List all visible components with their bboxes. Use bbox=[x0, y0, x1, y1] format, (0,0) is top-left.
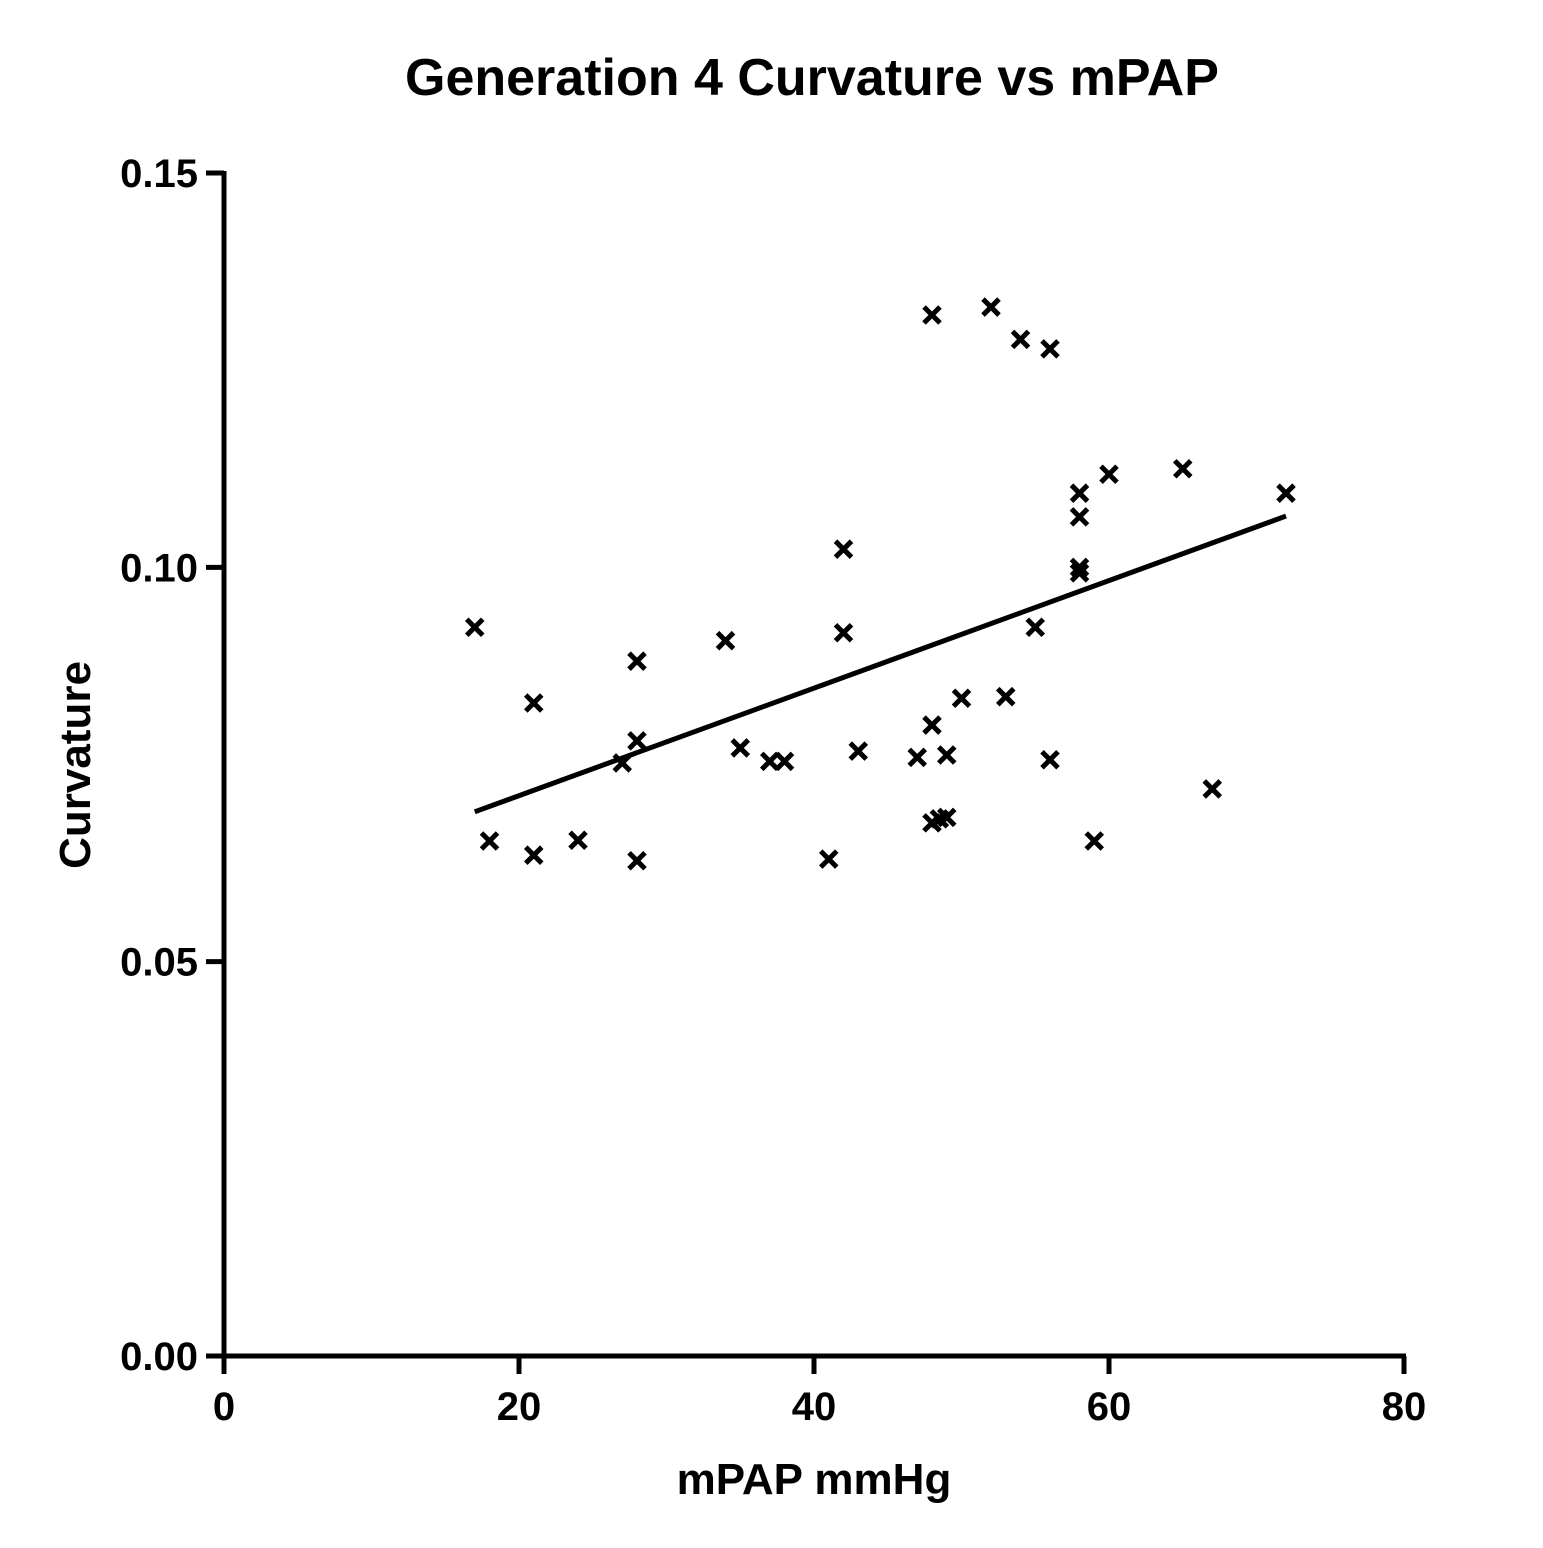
x-marker bbox=[627, 731, 647, 751]
data-point bbox=[759, 751, 780, 772]
x-marker bbox=[715, 630, 736, 651]
x-marker bbox=[1069, 557, 1090, 578]
data-point bbox=[936, 745, 957, 765]
data-point bbox=[951, 688, 972, 709]
x-tick-label: 0 bbox=[213, 1385, 235, 1429]
x-marker bbox=[759, 751, 780, 772]
data-point bbox=[833, 539, 854, 559]
x-marker bbox=[1276, 483, 1296, 503]
data-point bbox=[818, 849, 839, 869]
y-tick-label: 0.00 bbox=[120, 1335, 198, 1379]
data-point bbox=[1069, 563, 1090, 583]
data-point bbox=[995, 686, 1016, 707]
x-marker bbox=[568, 830, 588, 850]
x-marker bbox=[1025, 617, 1046, 638]
data-point bbox=[1099, 464, 1119, 485]
x-marker bbox=[907, 747, 928, 768]
y-axis-label: Curvature bbox=[51, 661, 100, 869]
x-marker bbox=[848, 741, 869, 761]
x-marker bbox=[730, 738, 751, 758]
x-marker bbox=[936, 745, 957, 765]
x-marker bbox=[1040, 339, 1060, 359]
data-point bbox=[1276, 483, 1296, 503]
x-marker bbox=[1202, 779, 1223, 799]
x-marker bbox=[1069, 563, 1090, 583]
data-point bbox=[981, 297, 1001, 317]
x-marker bbox=[1010, 329, 1031, 350]
x-marker bbox=[833, 539, 854, 559]
data-point bbox=[612, 753, 633, 773]
data-point bbox=[774, 751, 795, 772]
x-marker bbox=[818, 849, 839, 869]
x-marker bbox=[523, 693, 544, 713]
x-marker bbox=[627, 651, 647, 671]
x-marker bbox=[922, 305, 942, 325]
x-tick-label: 80 bbox=[1382, 1385, 1427, 1429]
y-tick-label: 0.10 bbox=[120, 546, 198, 590]
y-tick-label: 0.05 bbox=[120, 941, 198, 985]
x-marker bbox=[951, 688, 972, 709]
data-point bbox=[922, 305, 942, 325]
x-marker bbox=[1040, 750, 1060, 770]
data-point bbox=[1069, 507, 1090, 527]
data-point bbox=[523, 693, 544, 713]
x-axis-label: mPAP mmHg bbox=[677, 1455, 952, 1504]
regression-line bbox=[473, 513, 1287, 815]
x-marker bbox=[479, 831, 500, 851]
data-point bbox=[1010, 329, 1031, 350]
data-point bbox=[833, 623, 854, 643]
data-point bbox=[907, 747, 928, 768]
data-point bbox=[715, 630, 736, 651]
x-tick-label: 60 bbox=[1087, 1385, 1132, 1429]
data-point bbox=[1084, 831, 1105, 851]
data-point bbox=[936, 807, 957, 828]
data-point bbox=[627, 651, 647, 671]
x-marker bbox=[981, 297, 1001, 317]
x-marker bbox=[922, 715, 942, 735]
x-tick-label: 20 bbox=[497, 1385, 542, 1429]
data-point bbox=[1069, 483, 1090, 503]
data-point bbox=[1069, 557, 1090, 578]
data-point bbox=[848, 741, 869, 761]
data-point bbox=[1202, 779, 1223, 799]
x-marker bbox=[1084, 831, 1105, 851]
data-point bbox=[627, 731, 647, 751]
data-point bbox=[627, 850, 647, 871]
data-point bbox=[1025, 617, 1046, 638]
x-marker bbox=[1099, 464, 1119, 485]
data-point bbox=[568, 830, 588, 850]
x-marker bbox=[833, 623, 854, 643]
x-marker bbox=[936, 807, 957, 828]
data-point bbox=[1172, 458, 1193, 479]
data-point bbox=[1040, 750, 1060, 770]
x-tick-label: 40 bbox=[792, 1385, 837, 1429]
data-point bbox=[479, 831, 500, 851]
x-marker bbox=[995, 686, 1016, 707]
x-marker bbox=[627, 850, 647, 871]
data-point bbox=[730, 738, 751, 758]
data-point bbox=[464, 617, 485, 638]
x-marker bbox=[1069, 507, 1090, 527]
x-marker bbox=[612, 753, 633, 773]
data-point bbox=[1040, 339, 1060, 359]
x-marker bbox=[774, 751, 795, 772]
chart-title: Generation 4 Curvature vs mPAP bbox=[405, 49, 1219, 107]
x-marker bbox=[523, 845, 544, 865]
x-marker bbox=[1069, 483, 1090, 503]
data-point bbox=[922, 715, 942, 735]
y-tick-label: 0.15 bbox=[120, 152, 198, 196]
data-point bbox=[523, 845, 544, 865]
x-marker bbox=[1172, 458, 1193, 479]
x-marker bbox=[464, 617, 485, 638]
